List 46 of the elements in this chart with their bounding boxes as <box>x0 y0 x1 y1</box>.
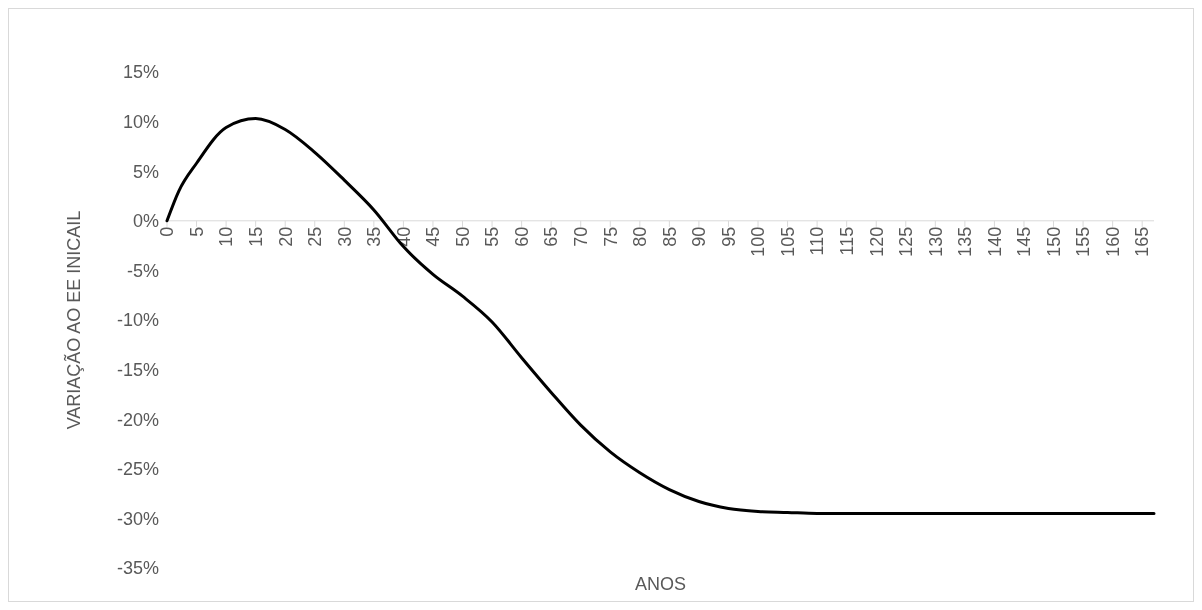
x-tick-label: 105 <box>777 226 798 257</box>
x-tick-label: 115 <box>836 226 857 256</box>
x-tick-label: 110 <box>807 226 828 256</box>
x-tick-label: 0 <box>157 226 178 237</box>
x-tick-label: 55 <box>482 226 503 247</box>
x-tick-label: 145 <box>1014 226 1035 257</box>
y-tick-label: 0% <box>132 211 159 232</box>
x-tick-label: 75 <box>600 226 621 247</box>
y-tick-label: 10% <box>122 111 159 132</box>
x-tick-label: 160 <box>1102 226 1123 257</box>
y-tick-label: 5% <box>132 161 159 182</box>
y-tick-label: -10% <box>116 310 159 331</box>
y-tick-label: -35% <box>116 558 159 579</box>
x-tick-label: 30 <box>334 226 355 247</box>
x-tick-label: 95 <box>718 226 739 247</box>
x-tick-label: 85 <box>659 226 680 247</box>
y-tick-label: -25% <box>116 459 159 480</box>
y-tick-label: 15% <box>122 62 159 83</box>
x-tick-label: 5 <box>186 226 207 237</box>
y-tick-label: -5% <box>126 260 159 281</box>
x-tick-label: 15 <box>245 226 266 247</box>
x-tick-label: 135 <box>955 226 976 257</box>
x-tick-label: 65 <box>541 226 562 247</box>
y-tick-label: -20% <box>116 409 159 430</box>
y-tick-label: -30% <box>116 508 159 529</box>
x-tick-label: 130 <box>925 226 946 257</box>
x-tick-label: 155 <box>1073 226 1094 257</box>
x-tick-label: 25 <box>305 226 326 247</box>
x-tick-label: 100 <box>748 226 769 257</box>
x-tick-label: 165 <box>1132 226 1153 257</box>
x-tick-label: 70 <box>571 226 592 247</box>
y-axis-title: VARIAÇÃO AO EE INICAIL <box>63 210 84 430</box>
x-tick-label: 150 <box>1043 226 1064 257</box>
x-tick-label: 60 <box>511 226 532 247</box>
x-tick-label: 10 <box>216 226 237 247</box>
x-axis-title: ANOS <box>634 574 687 594</box>
x-tick-label: 35 <box>364 226 385 247</box>
x-tick-label: 120 <box>866 226 887 257</box>
x-tick-label: 20 <box>275 226 296 247</box>
x-tick-label: 140 <box>984 226 1005 257</box>
x-tick-label: 80 <box>630 226 651 247</box>
y-tick-label: -15% <box>116 359 159 380</box>
x-tick-label: 45 <box>423 226 444 247</box>
x-tick-label: 50 <box>452 226 473 247</box>
x-tick-label: 125 <box>896 226 917 257</box>
x-tick-label: 90 <box>689 226 710 247</box>
